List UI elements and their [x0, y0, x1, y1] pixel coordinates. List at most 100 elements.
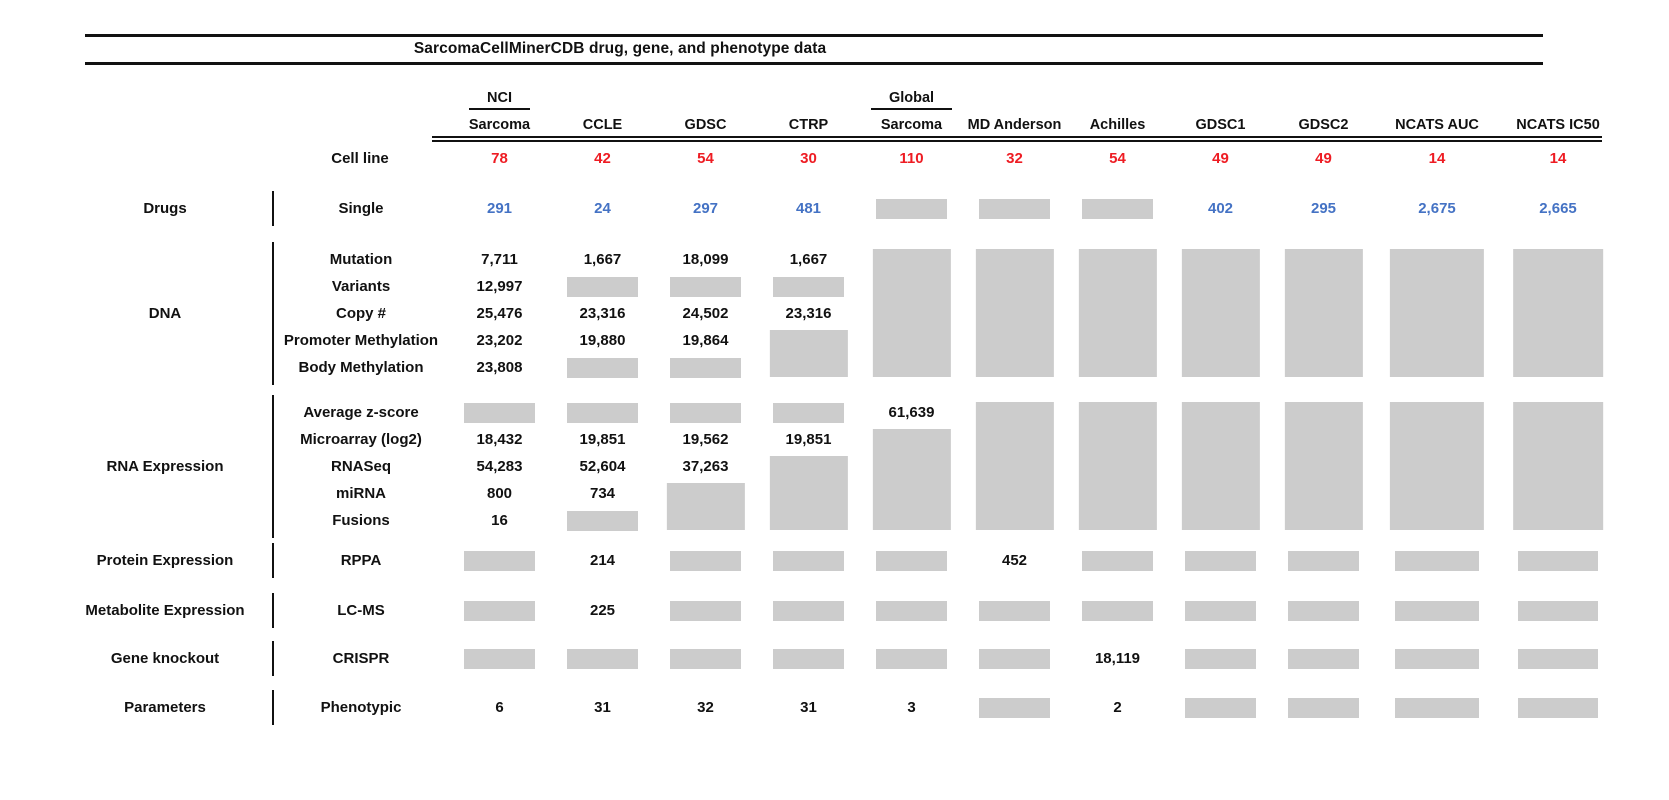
data-cell: 452 — [1001, 552, 1028, 569]
data-cell — [963, 300, 1066, 327]
data-cell — [1375, 547, 1499, 574]
data-cell — [860, 547, 963, 574]
data-cell — [860, 597, 963, 624]
column-header: CTRP — [788, 117, 829, 133]
missing-data-box — [567, 648, 638, 669]
data-cell: 19,864 — [682, 332, 729, 349]
data-cell — [1499, 246, 1617, 377]
data-cell — [963, 327, 1066, 354]
missing-data-box — [1284, 249, 1363, 377]
cell-line-count: 54 — [697, 149, 714, 167]
data-cell — [448, 547, 551, 574]
data-cell: 31 — [800, 699, 817, 716]
column-header: Sarcoma — [468, 117, 531, 133]
column-header: NCATS AUC — [1395, 117, 1479, 133]
column-group-label: Global — [870, 90, 953, 110]
missing-data-box — [1389, 402, 1485, 530]
column-group-label: NCI — [469, 90, 530, 110]
section: RNA Expression Average z-score 61,639 Micro… — [0, 395, 1650, 538]
cell-line-count: 78 — [491, 149, 508, 167]
data-cell — [1499, 597, 1617, 624]
data-cell — [860, 327, 963, 354]
column-header: GDSC1 — [1195, 117, 1246, 133]
data-cell — [1272, 547, 1375, 574]
data-cell: 23,202 — [476, 332, 523, 349]
data-cell — [1272, 480, 1375, 507]
column-header: GDSC — [684, 117, 727, 133]
missing-data-box — [876, 550, 947, 571]
section: Metabolite Expression LC-MS 225 — [0, 593, 1650, 628]
data-cell: 61,639 — [888, 404, 935, 421]
data-cell: 734 — [589, 485, 616, 502]
missing-data-box — [464, 402, 535, 423]
data-cell — [1272, 597, 1375, 624]
data-cell — [1066, 597, 1169, 624]
table-row: miRNA 800 734 — [274, 480, 1617, 530]
missing-data-box — [1185, 648, 1256, 669]
missing-data-box — [1394, 550, 1480, 571]
row-label: Phenotypic — [320, 699, 402, 716]
data-cell — [1499, 426, 1617, 453]
missing-data-box — [975, 249, 1054, 377]
row-label: Promoter Methylation — [283, 332, 439, 349]
data-cell — [963, 273, 1066, 300]
data-cell — [1066, 354, 1169, 381]
table-row: Average z-score 61,639 — [274, 399, 1617, 530]
missing-data-box — [979, 600, 1050, 621]
missing-data-box — [1517, 697, 1599, 718]
missing-data-box — [464, 550, 535, 571]
data-cell — [1499, 273, 1617, 300]
data-cell — [860, 354, 963, 381]
section-body: Single 291 24 297 481 402 295 2,675 2,665 — [272, 191, 1617, 226]
data-cell: 31 — [594, 699, 611, 716]
data-cell — [1169, 300, 1272, 327]
data-cell — [1272, 694, 1375, 721]
section-category-label: RNA Expression — [106, 458, 224, 475]
missing-data-box — [1078, 249, 1157, 377]
data-cell — [757, 547, 860, 574]
missing-data-box — [567, 276, 638, 297]
section-body: Mutation 7,711 1,667 18,099 1,667 Variants 12,… — [272, 242, 1617, 385]
missing-data-box — [1513, 249, 1603, 377]
section-body: Phenotypic 6 31 32 31 3 2 — [272, 690, 1617, 725]
missing-data-box — [975, 402, 1054, 530]
section-body: Average z-score 61,639 Microarray (log2) 18… — [272, 395, 1617, 538]
missing-data-box — [876, 600, 947, 621]
section-category-label: DNA — [148, 305, 182, 322]
data-cell: 800 — [486, 485, 513, 502]
table-content: NCI Global Sarcoma CCLE GDSC CTRP Sarcoma MD An… — [0, 84, 1650, 725]
data-cell — [757, 645, 860, 672]
missing-data-box — [1394, 697, 1480, 718]
section-category-label: Gene knockout — [110, 650, 220, 667]
cell-line-count: 49 — [1212, 149, 1229, 167]
missing-data-box — [567, 357, 638, 378]
data-cell — [1169, 399, 1272, 530]
data-cell — [963, 399, 1066, 530]
data-cell: 12,997 — [476, 278, 523, 295]
missing-data-box — [567, 402, 638, 423]
data-cell — [757, 453, 860, 530]
data-cell — [1375, 354, 1499, 381]
missing-data-box — [1517, 600, 1599, 621]
column-header: Achilles — [1089, 117, 1146, 133]
data-cell — [551, 399, 654, 426]
column-header: NCATS IC50 — [1516, 117, 1600, 133]
row-label: Variants — [331, 278, 391, 295]
missing-data-box — [670, 648, 741, 669]
data-cell — [757, 597, 860, 624]
data-cell — [1375, 273, 1499, 300]
data-cell: 3 — [907, 699, 916, 716]
section-category-label: Parameters — [124, 699, 206, 716]
data-cell — [860, 480, 963, 507]
data-cell — [1066, 195, 1169, 222]
missing-data-box — [872, 429, 951, 530]
data-cell: 2 — [1113, 699, 1122, 716]
missing-data-box — [876, 198, 947, 219]
column-header: MD Anderson — [967, 117, 1062, 133]
data-cell — [551, 273, 654, 300]
data-cell: 6 — [495, 699, 504, 716]
data-cell — [1499, 300, 1617, 327]
missing-data-box — [773, 550, 844, 571]
data-cell: 402 — [1207, 200, 1234, 217]
